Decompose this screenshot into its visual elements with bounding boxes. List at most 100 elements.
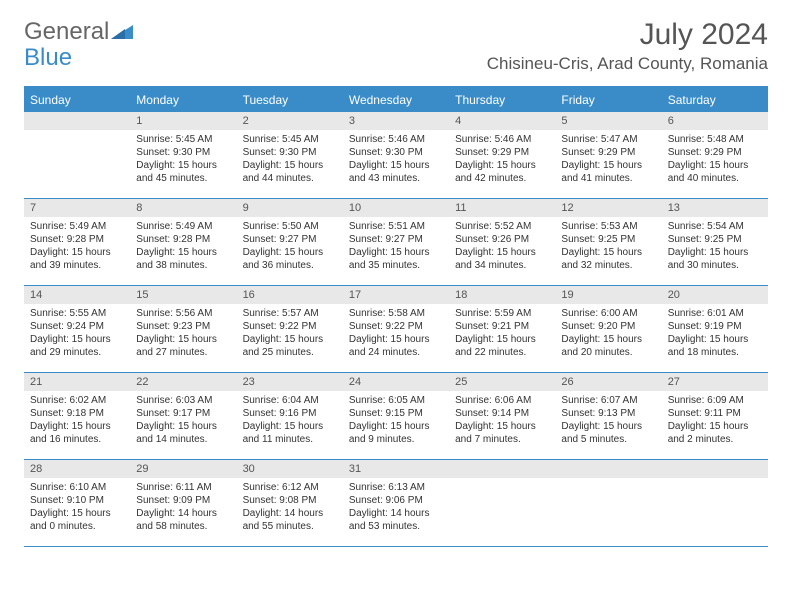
sunrise-line: Sunrise: 6:03 AM: [136, 394, 230, 407]
weekday-header: Saturday: [662, 88, 768, 112]
day-body: Sunrise: 5:46 AMSunset: 9:30 PMDaylight:…: [343, 130, 449, 189]
day-cell: [662, 460, 768, 546]
sunrise-line: Sunrise: 5:49 AM: [136, 220, 230, 233]
sunset-line: Sunset: 9:19 PM: [668, 320, 762, 333]
day-body: Sunrise: 5:57 AMSunset: 9:22 PMDaylight:…: [237, 304, 343, 363]
day-cell: 6Sunrise: 5:48 AMSunset: 9:29 PMDaylight…: [662, 112, 768, 198]
day-body: Sunrise: 5:48 AMSunset: 9:29 PMDaylight:…: [662, 130, 768, 189]
day-body: Sunrise: 5:55 AMSunset: 9:24 PMDaylight:…: [24, 304, 130, 363]
day-body: Sunrise: 6:10 AMSunset: 9:10 PMDaylight:…: [24, 478, 130, 537]
daylight-line: Daylight: 15 hours and 18 minutes.: [668, 333, 762, 359]
sunrise-line: Sunrise: 5:50 AM: [243, 220, 337, 233]
day-number: 24: [343, 373, 449, 391]
day-cell: 24Sunrise: 6:05 AMSunset: 9:15 PMDayligh…: [343, 373, 449, 459]
day-cell: 21Sunrise: 6:02 AMSunset: 9:18 PMDayligh…: [24, 373, 130, 459]
day-body: Sunrise: 5:49 AMSunset: 9:28 PMDaylight:…: [130, 217, 236, 276]
weeks-container: 1Sunrise: 5:45 AMSunset: 9:30 PMDaylight…: [24, 112, 768, 547]
day-number: 12: [555, 199, 661, 217]
day-number: 22: [130, 373, 236, 391]
sunset-line: Sunset: 9:29 PM: [561, 146, 655, 159]
day-cell: 2Sunrise: 5:45 AMSunset: 9:30 PMDaylight…: [237, 112, 343, 198]
day-cell: 4Sunrise: 5:46 AMSunset: 9:29 PMDaylight…: [449, 112, 555, 198]
sunrise-line: Sunrise: 6:01 AM: [668, 307, 762, 320]
daylight-line: Daylight: 15 hours and 45 minutes.: [136, 159, 230, 185]
sunrise-line: Sunrise: 6:11 AM: [136, 481, 230, 494]
day-number: 11: [449, 199, 555, 217]
sunset-line: Sunset: 9:27 PM: [349, 233, 443, 246]
sunrise-line: Sunrise: 5:54 AM: [668, 220, 762, 233]
sunset-line: Sunset: 9:08 PM: [243, 494, 337, 507]
sunrise-line: Sunrise: 6:13 AM: [349, 481, 443, 494]
week-row: 28Sunrise: 6:10 AMSunset: 9:10 PMDayligh…: [24, 460, 768, 547]
sunrise-line: Sunrise: 5:47 AM: [561, 133, 655, 146]
daylight-line: Daylight: 15 hours and 32 minutes.: [561, 246, 655, 272]
day-body: Sunrise: 5:53 AMSunset: 9:25 PMDaylight:…: [555, 217, 661, 276]
day-body: Sunrise: 5:46 AMSunset: 9:29 PMDaylight:…: [449, 130, 555, 189]
day-cell: 31Sunrise: 6:13 AMSunset: 9:06 PMDayligh…: [343, 460, 449, 546]
day-number: [449, 460, 555, 478]
sunset-line: Sunset: 9:27 PM: [243, 233, 337, 246]
day-cell: 22Sunrise: 6:03 AMSunset: 9:17 PMDayligh…: [130, 373, 236, 459]
day-cell: 15Sunrise: 5:56 AMSunset: 9:23 PMDayligh…: [130, 286, 236, 372]
sunset-line: Sunset: 9:06 PM: [349, 494, 443, 507]
sunset-line: Sunset: 9:29 PM: [668, 146, 762, 159]
sunrise-line: Sunrise: 5:51 AM: [349, 220, 443, 233]
day-cell: 29Sunrise: 6:11 AMSunset: 9:09 PMDayligh…: [130, 460, 236, 546]
day-cell: 19Sunrise: 6:00 AMSunset: 9:20 PMDayligh…: [555, 286, 661, 372]
sunset-line: Sunset: 9:09 PM: [136, 494, 230, 507]
day-body: Sunrise: 5:59 AMSunset: 9:21 PMDaylight:…: [449, 304, 555, 363]
day-number: 16: [237, 286, 343, 304]
logo: General: [24, 18, 133, 46]
weekday-header: Thursday: [449, 88, 555, 112]
day-number: 10: [343, 199, 449, 217]
sunrise-line: Sunrise: 5:56 AM: [136, 307, 230, 320]
weekday-header-row: SundayMondayTuesdayWednesdayThursdayFrid…: [24, 88, 768, 112]
day-cell: [555, 460, 661, 546]
sunset-line: Sunset: 9:13 PM: [561, 407, 655, 420]
sunset-line: Sunset: 9:25 PM: [668, 233, 762, 246]
daylight-line: Daylight: 15 hours and 11 minutes.: [243, 420, 337, 446]
day-cell: 1Sunrise: 5:45 AMSunset: 9:30 PMDaylight…: [130, 112, 236, 198]
day-body: Sunrise: 6:13 AMSunset: 9:06 PMDaylight:…: [343, 478, 449, 537]
daylight-line: Daylight: 15 hours and 24 minutes.: [349, 333, 443, 359]
day-cell: 30Sunrise: 6:12 AMSunset: 9:08 PMDayligh…: [237, 460, 343, 546]
day-cell: 25Sunrise: 6:06 AMSunset: 9:14 PMDayligh…: [449, 373, 555, 459]
day-cell: 28Sunrise: 6:10 AMSunset: 9:10 PMDayligh…: [24, 460, 130, 546]
sunset-line: Sunset: 9:17 PM: [136, 407, 230, 420]
day-body: Sunrise: 6:01 AMSunset: 9:19 PMDaylight:…: [662, 304, 768, 363]
daylight-line: Daylight: 15 hours and 2 minutes.: [668, 420, 762, 446]
daylight-line: Daylight: 15 hours and 35 minutes.: [349, 246, 443, 272]
daylight-line: Daylight: 15 hours and 5 minutes.: [561, 420, 655, 446]
day-cell: 8Sunrise: 5:49 AMSunset: 9:28 PMDaylight…: [130, 199, 236, 285]
day-number: 6: [662, 112, 768, 130]
day-number: 1: [130, 112, 236, 130]
sunrise-line: Sunrise: 5:52 AM: [455, 220, 549, 233]
day-number: 5: [555, 112, 661, 130]
day-body: Sunrise: 6:11 AMSunset: 9:09 PMDaylight:…: [130, 478, 236, 537]
day-number: 20: [662, 286, 768, 304]
day-number: 14: [24, 286, 130, 304]
day-cell: 18Sunrise: 5:59 AMSunset: 9:21 PMDayligh…: [449, 286, 555, 372]
day-number: [555, 460, 661, 478]
sunrise-line: Sunrise: 6:07 AM: [561, 394, 655, 407]
day-body: Sunrise: 6:07 AMSunset: 9:13 PMDaylight:…: [555, 391, 661, 450]
daylight-line: Daylight: 14 hours and 53 minutes.: [349, 507, 443, 533]
day-cell: 7Sunrise: 5:49 AMSunset: 9:28 PMDaylight…: [24, 199, 130, 285]
day-cell: [449, 460, 555, 546]
weekday-header: Sunday: [24, 88, 130, 112]
daylight-line: Daylight: 15 hours and 30 minutes.: [668, 246, 762, 272]
day-number: 26: [555, 373, 661, 391]
day-number: 25: [449, 373, 555, 391]
day-cell: 20Sunrise: 6:01 AMSunset: 9:19 PMDayligh…: [662, 286, 768, 372]
day-number: 21: [24, 373, 130, 391]
day-number: 9: [237, 199, 343, 217]
sunrise-line: Sunrise: 5:45 AM: [136, 133, 230, 146]
day-number: 8: [130, 199, 236, 217]
day-body: Sunrise: 5:45 AMSunset: 9:30 PMDaylight:…: [130, 130, 236, 189]
sunrise-line: Sunrise: 5:57 AM: [243, 307, 337, 320]
daylight-line: Daylight: 15 hours and 38 minutes.: [136, 246, 230, 272]
sunset-line: Sunset: 9:24 PM: [30, 320, 124, 333]
week-row: 1Sunrise: 5:45 AMSunset: 9:30 PMDaylight…: [24, 112, 768, 199]
daylight-line: Daylight: 15 hours and 36 minutes.: [243, 246, 337, 272]
day-body: Sunrise: 5:52 AMSunset: 9:26 PMDaylight:…: [449, 217, 555, 276]
